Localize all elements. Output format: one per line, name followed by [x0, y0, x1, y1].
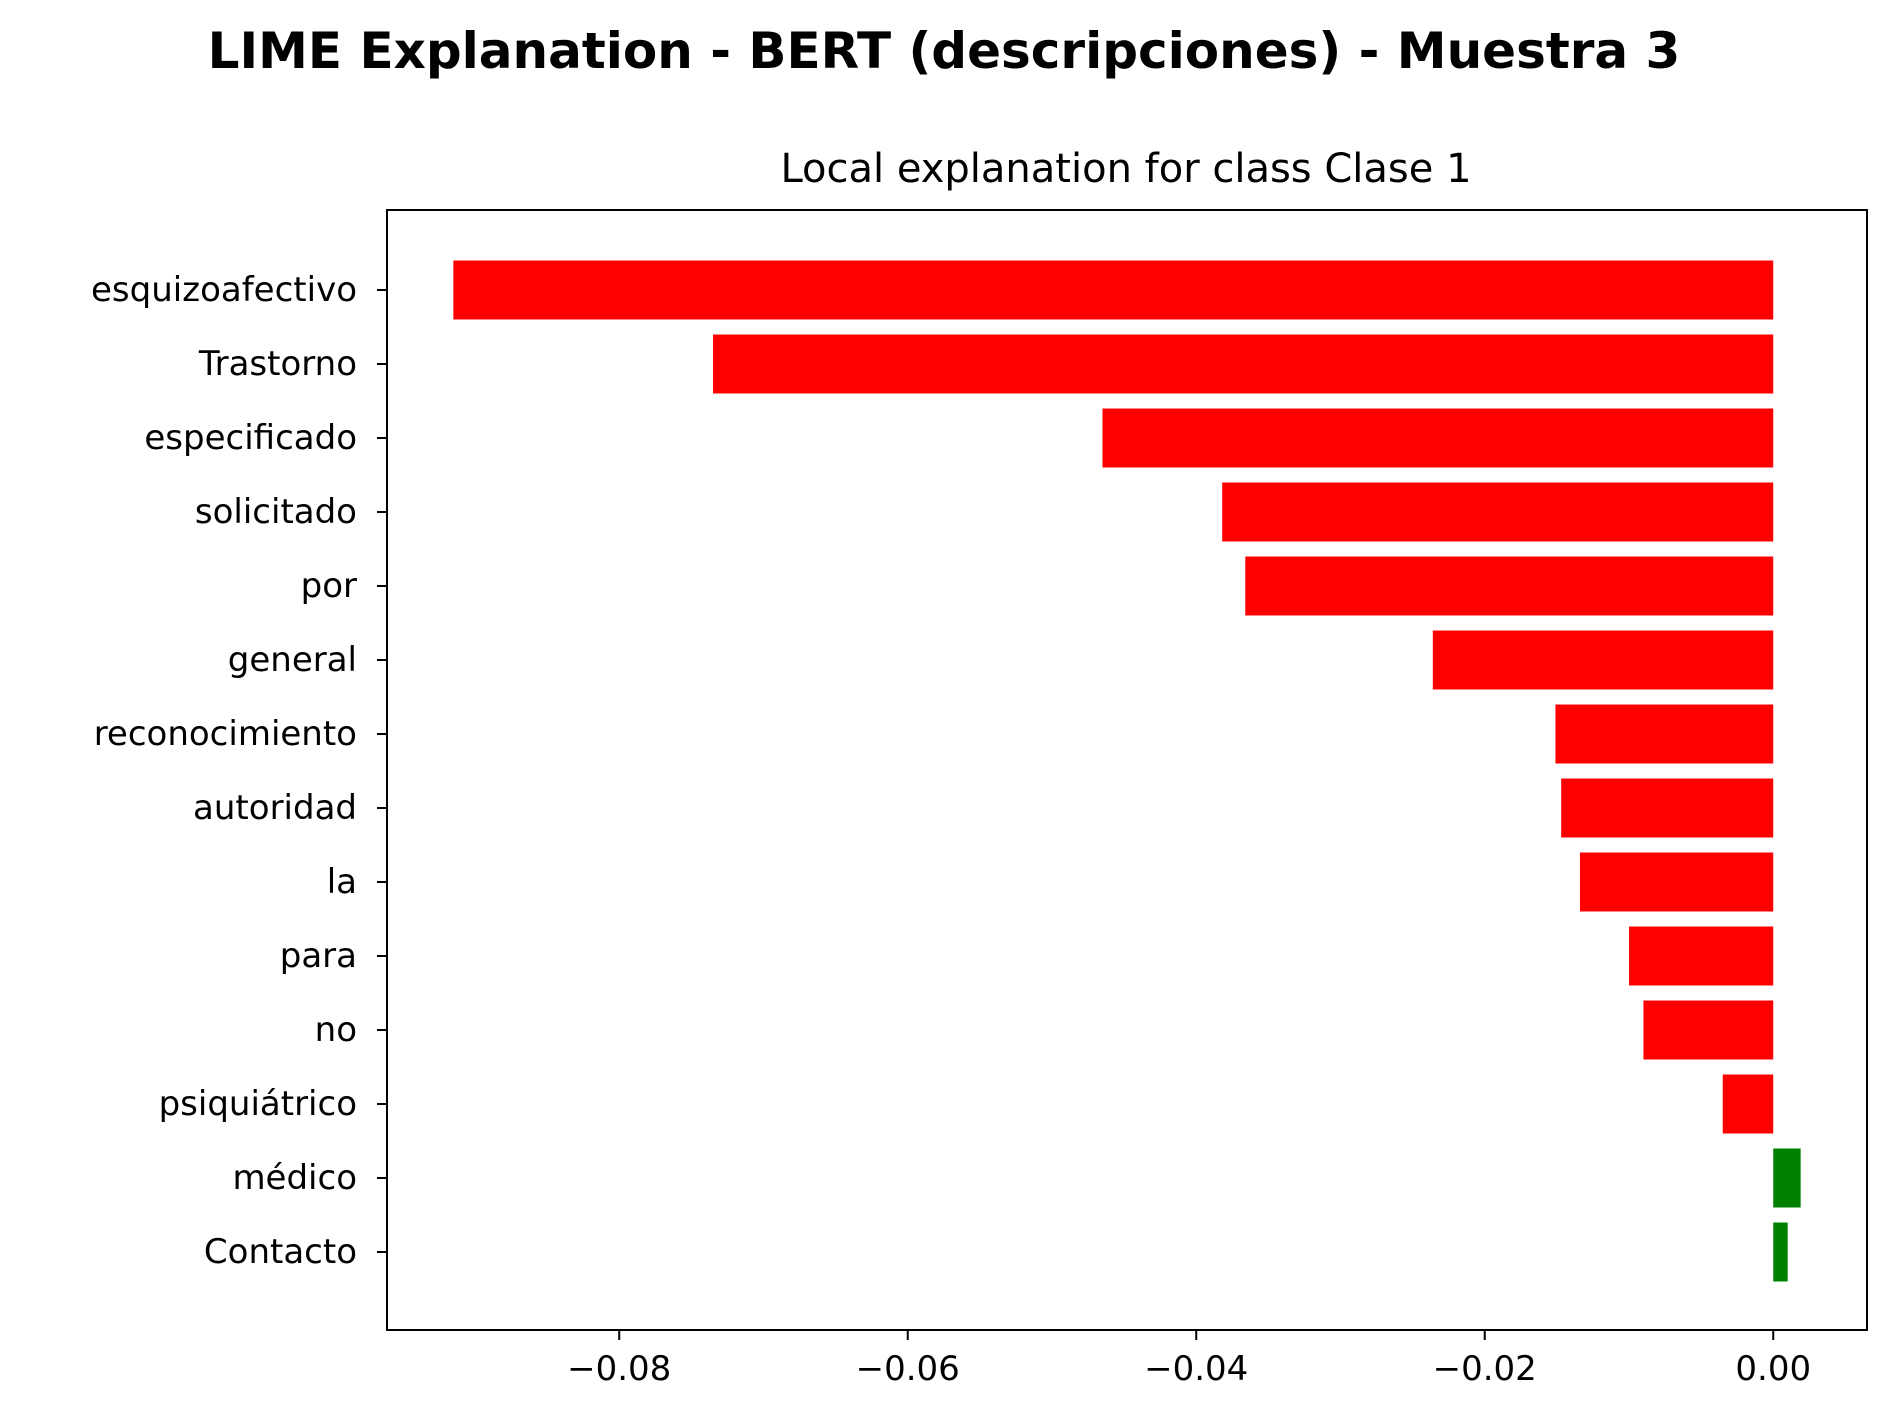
x-tick-label: −0.04 — [1144, 1349, 1248, 1389]
y-tick-label: especificado — [144, 418, 357, 458]
bar-Trastorno — [713, 334, 1774, 394]
x-tick-label: 0.00 — [1735, 1349, 1811, 1389]
bar-reconocimiento — [1555, 704, 1774, 764]
bar-Contacto — [1773, 1222, 1788, 1282]
y-tick-label: general — [228, 640, 357, 680]
y-tick-label: solicitado — [195, 492, 357, 532]
bar-para — [1628, 926, 1774, 986]
bar-la — [1579, 852, 1774, 912]
y-tick-label: Contacto — [204, 1232, 357, 1272]
y-tick-label: la — [327, 862, 357, 902]
x-axis-ticks: −0.08 −0.06 −0.04 −0.02 0.00 — [567, 1330, 1811, 1389]
y-tick-label: psiquiátrico — [159, 1084, 357, 1124]
x-tick-label: −0.08 — [567, 1349, 671, 1389]
bar-médico — [1773, 1148, 1801, 1208]
y-tick-label: para — [280, 936, 357, 976]
bar-no — [1643, 1000, 1774, 1060]
x-tick-label: −0.06 — [856, 1349, 960, 1389]
figure-title: LIME Explanation - BERT (descripciones) … — [207, 22, 1681, 80]
axes-title: Local explanation for class Clase 1 — [780, 146, 1471, 192]
y-tick-label: autoridad — [193, 788, 357, 828]
y-tick-label: Trastorno — [198, 344, 357, 384]
bar-especificado — [1102, 408, 1774, 468]
bar-autoridad — [1561, 778, 1774, 838]
plot-frame — [386, 209, 1868, 1331]
y-axis-ticks: esquizoafectivo Trastorno especificado soli… — [91, 270, 387, 1272]
y-tick-label: médico — [232, 1158, 357, 1198]
bar-solicitado — [1222, 482, 1774, 542]
y-tick-label: esquizoafectivo — [91, 270, 357, 310]
bar-por — [1245, 556, 1774, 616]
bars-layer — [453, 260, 1801, 1282]
bar-psiquiátrico — [1722, 1074, 1774, 1134]
y-tick-label: no — [315, 1010, 357, 1050]
x-tick-label: −0.02 — [1433, 1349, 1537, 1389]
bar-esquizoafectivo — [453, 260, 1774, 320]
y-tick-label: por — [301, 566, 357, 606]
bar-general — [1432, 630, 1774, 690]
y-tick-label: reconocimiento — [94, 714, 357, 754]
